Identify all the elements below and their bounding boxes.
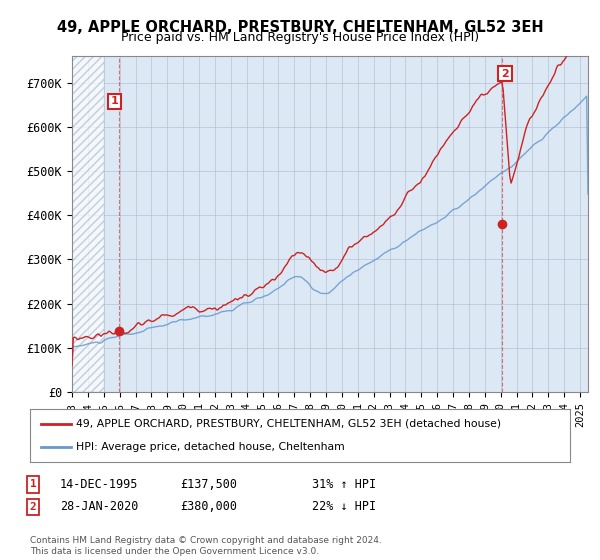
Text: £380,000: £380,000: [180, 500, 237, 514]
Text: 14-DEC-1995: 14-DEC-1995: [60, 478, 139, 491]
Text: 1: 1: [29, 479, 37, 489]
Text: £137,500: £137,500: [180, 478, 237, 491]
Text: 22% ↓ HPI: 22% ↓ HPI: [312, 500, 376, 514]
Text: HPI: Average price, detached house, Cheltenham: HPI: Average price, detached house, Chel…: [76, 442, 344, 452]
Text: Contains HM Land Registry data © Crown copyright and database right 2024.
This d: Contains HM Land Registry data © Crown c…: [30, 536, 382, 556]
Text: 28-JAN-2020: 28-JAN-2020: [60, 500, 139, 514]
Text: Price paid vs. HM Land Registry's House Price Index (HPI): Price paid vs. HM Land Registry's House …: [121, 31, 479, 44]
Text: 31% ↑ HPI: 31% ↑ HPI: [312, 478, 376, 491]
Text: 1: 1: [110, 96, 118, 106]
Text: 49, APPLE ORCHARD, PRESTBURY, CHELTENHAM, GL52 3EH: 49, APPLE ORCHARD, PRESTBURY, CHELTENHAM…: [56, 20, 544, 35]
Text: 2: 2: [501, 69, 509, 79]
Text: 2: 2: [29, 502, 37, 512]
Text: 49, APPLE ORCHARD, PRESTBURY, CHELTENHAM, GL52 3EH (detached house): 49, APPLE ORCHARD, PRESTBURY, CHELTENHAM…: [76, 419, 501, 429]
